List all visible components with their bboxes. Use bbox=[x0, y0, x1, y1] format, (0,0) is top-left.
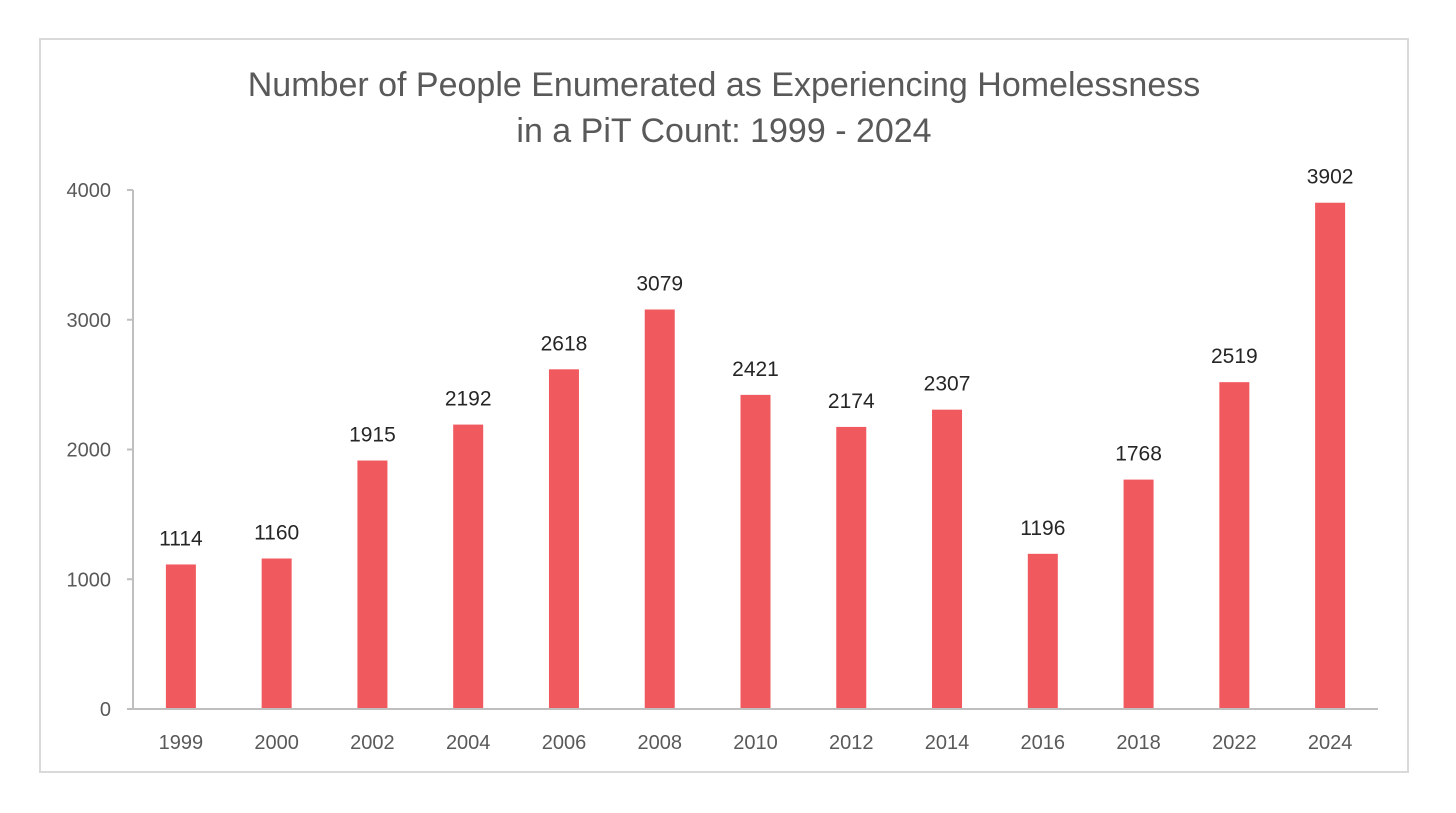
bar-2008 bbox=[644, 309, 675, 709]
bar-1999 bbox=[165, 564, 196, 709]
x-tick-label-1999: 1999 bbox=[159, 732, 204, 754]
bars bbox=[165, 202, 1346, 709]
y-tick-label: 2000 bbox=[67, 440, 112, 462]
x-axis: 1999 2000 2002 2004 2006 2008 2010 2012 2014 2016… bbox=[133, 708, 1378, 754]
bar-2024 bbox=[1315, 202, 1346, 709]
bar-2010 bbox=[740, 394, 771, 709]
bar-2000 bbox=[261, 558, 292, 709]
chart-title-line-1: Number of People Enumerated as Experienc… bbox=[247, 66, 1201, 104]
data-label-2008: 3079 bbox=[636, 272, 683, 295]
data-label-2012: 2174 bbox=[828, 390, 875, 413]
chart-title-line-2: in a PiT Count: 1999 - 2024 bbox=[516, 112, 932, 150]
data-label-2016: 1196 bbox=[1020, 517, 1065, 540]
data-label-1999: 1114 bbox=[159, 527, 203, 550]
data-label-2000: 1160 bbox=[254, 521, 299, 544]
x-tick-label-2014: 2014 bbox=[925, 732, 970, 754]
x-tick-label-2010: 2010 bbox=[733, 732, 778, 754]
x-tick-label-2018: 2018 bbox=[1116, 732, 1161, 754]
data-label-2004: 2192 bbox=[445, 388, 492, 411]
x-tick-label-2008: 2008 bbox=[637, 732, 682, 754]
x-tick-label-2024: 2024 bbox=[1308, 732, 1353, 754]
bar-2022 bbox=[1219, 382, 1250, 709]
y-tick-label: 3000 bbox=[67, 310, 112, 332]
bar-2014 bbox=[932, 409, 963, 709]
x-tick-label-2000: 2000 bbox=[254, 732, 299, 754]
x-tick-label-2006: 2006 bbox=[542, 732, 587, 754]
data-label-2002: 1915 bbox=[349, 424, 396, 447]
chart-title: Number of People Enumerated as Experienc… bbox=[39, 62, 1409, 154]
x-tick-label-2004: 2004 bbox=[446, 732, 491, 754]
data-labels: 1114 1160 1915 2192 2618 3079 2421 2174 2307 1196… bbox=[159, 166, 1353, 551]
bar-2016 bbox=[1027, 553, 1058, 709]
x-tick-label-2022: 2022 bbox=[1212, 732, 1257, 754]
y-axis: 0 1000 2000 3000 4000 bbox=[67, 180, 134, 721]
data-label-2010: 2421 bbox=[732, 358, 779, 381]
x-tick-label-2012: 2012 bbox=[829, 732, 874, 754]
y-tick-label: 4000 bbox=[67, 180, 112, 202]
x-tick-label-2016: 2016 bbox=[1021, 732, 1066, 754]
data-label-2014: 2307 bbox=[924, 373, 971, 396]
bar-2018 bbox=[1123, 479, 1154, 709]
x-tick-label-2002: 2002 bbox=[350, 732, 395, 754]
data-label-2018: 1768 bbox=[1115, 443, 1162, 466]
bar-2004 bbox=[453, 424, 484, 709]
data-label-2006: 2618 bbox=[541, 332, 588, 355]
bar-2012 bbox=[836, 426, 867, 709]
bar-2002 bbox=[357, 460, 388, 709]
y-tick-label: 0 bbox=[100, 699, 111, 721]
bar-2006 bbox=[548, 369, 579, 709]
data-label-2024: 3902 bbox=[1307, 166, 1354, 189]
y-tick-label: 1000 bbox=[67, 569, 112, 591]
data-label-2022: 2519 bbox=[1211, 345, 1258, 368]
